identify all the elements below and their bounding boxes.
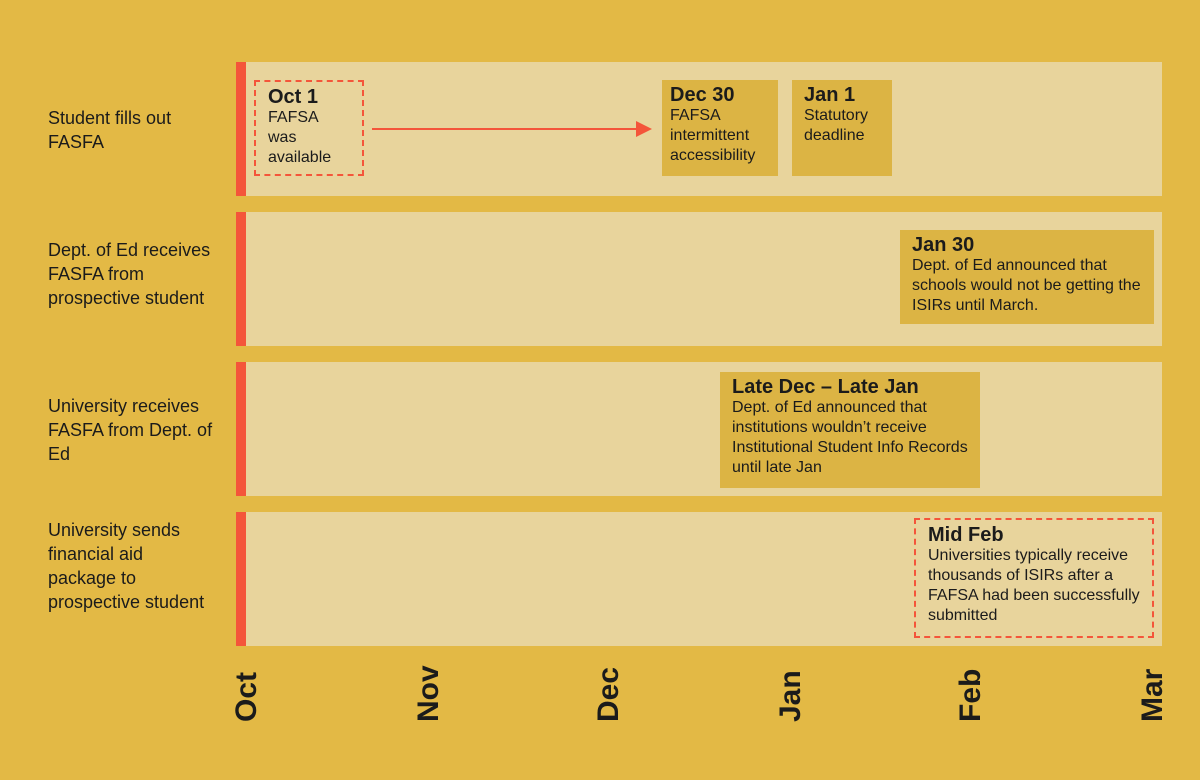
row-label: Student fills out FASFA xyxy=(48,108,172,152)
row-label: University sends financial aid package t… xyxy=(48,520,205,612)
event-text: Universities typically receive thousands… xyxy=(928,547,1140,624)
month-label: Feb xyxy=(954,668,987,722)
month-label: Jan xyxy=(774,670,807,722)
event-date: Dec 30 xyxy=(670,84,735,106)
event-text: Statutory deadline xyxy=(804,107,869,144)
event-text: Dept. of Ed announced that schools would… xyxy=(912,257,1141,314)
row-band xyxy=(236,512,1162,646)
event: Dec 30 FAFSA intermittent accessibility xyxy=(662,80,778,176)
row-band xyxy=(236,362,1162,496)
event: Jan 30 Dept. of Ed announced that schools… xyxy=(900,230,1154,324)
row-label: Dept. of Ed receives FASFA from prospect… xyxy=(48,240,211,308)
month-label: Oct xyxy=(230,671,263,722)
event: Oct 1 FAFSA was available xyxy=(254,80,364,176)
event-date: Late Dec – Late Jan xyxy=(732,376,919,398)
row-label: University receives FASFA from Dept. of … xyxy=(48,396,213,464)
event-date: Mid Feb xyxy=(928,524,1004,546)
event: Mid Feb Universities typically receive th… xyxy=(914,518,1154,638)
event-text: Dept. of Ed announced that institutions … xyxy=(732,399,968,476)
event-text: FAFSA was available xyxy=(268,109,332,166)
row-marker xyxy=(236,362,246,496)
row-marker xyxy=(236,62,246,196)
event-date: Oct 1 xyxy=(268,86,319,108)
row-marker xyxy=(236,512,246,646)
event: Jan 1 Statutory deadline xyxy=(792,80,892,176)
row-marker xyxy=(236,212,246,346)
month-label: Dec xyxy=(592,666,625,722)
event-date: Jan 30 xyxy=(912,234,975,256)
event-date: Jan 1 xyxy=(804,84,856,106)
month-label: Mar xyxy=(1136,668,1169,722)
month-label: Nov xyxy=(412,665,445,722)
event: Late Dec – Late Jan Dept. of Ed announced… xyxy=(720,372,980,488)
event-text: FAFSA intermittent accessibility xyxy=(670,107,756,164)
